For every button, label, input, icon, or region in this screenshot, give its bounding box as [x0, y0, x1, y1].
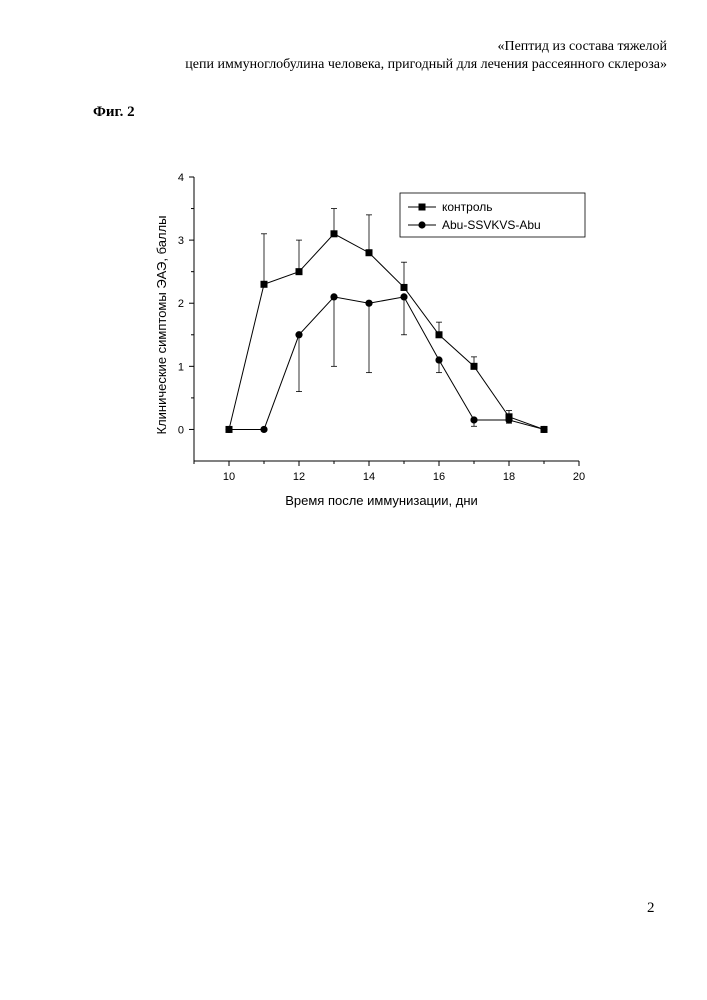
data-point [435, 356, 442, 363]
x-tick-label: 16 [433, 471, 445, 483]
header-line-2: цепи иммуноглобулина человека, пригодный… [185, 56, 667, 74]
data-point [330, 293, 337, 300]
y-tick-label: 2 [178, 298, 184, 310]
y-tick-label: 3 [178, 235, 184, 247]
legend-label: контроль [442, 200, 493, 214]
data-point [436, 331, 443, 338]
data-point [401, 284, 408, 291]
y-axis-label: Клинические симптомы ЭАЭ, баллы [154, 215, 169, 434]
legend-label: Abu-SSVKVS-Abu [442, 218, 541, 232]
y-tick-label: 1 [178, 361, 184, 373]
x-axis-label: Время после иммунизации, дни [285, 493, 478, 508]
header-line-1: «Пептид из состава тяжелой [185, 38, 667, 56]
legend-marker [419, 204, 426, 211]
data-point [471, 363, 478, 370]
x-tick-label: 20 [573, 471, 585, 483]
data-point [400, 293, 407, 300]
data-point [225, 426, 232, 433]
legend: контроль Abu-SSVKVS-Abu [400, 193, 585, 237]
x-tick-label: 10 [223, 471, 235, 483]
page-number: 2 [647, 900, 655, 917]
figure-label: Фиг. 2 [93, 104, 135, 121]
y-tick-label: 0 [178, 424, 184, 436]
document-header: «Пептид из состава тяжелой цепи иммуногл… [185, 38, 667, 74]
data-point [540, 426, 547, 433]
x-tick-label: 14 [363, 471, 375, 483]
x-tick-label: 12 [293, 471, 305, 483]
data-point [331, 230, 338, 237]
data-point [261, 281, 268, 288]
series-line [229, 234, 544, 430]
series-control [226, 209, 548, 433]
data-point [295, 331, 302, 338]
data-point [366, 249, 373, 256]
line-chart: 01234101214161820Время после иммунизации… [150, 165, 600, 525]
data-point [296, 268, 303, 275]
x-tick-label: 18 [503, 471, 515, 483]
series-line [229, 297, 544, 430]
legend-marker [418, 221, 425, 228]
series-treatment [225, 293, 547, 433]
data-point [470, 416, 477, 423]
y-tick-label: 4 [178, 172, 184, 184]
data-point [505, 416, 512, 423]
data-point [260, 426, 267, 433]
data-point [365, 300, 372, 307]
